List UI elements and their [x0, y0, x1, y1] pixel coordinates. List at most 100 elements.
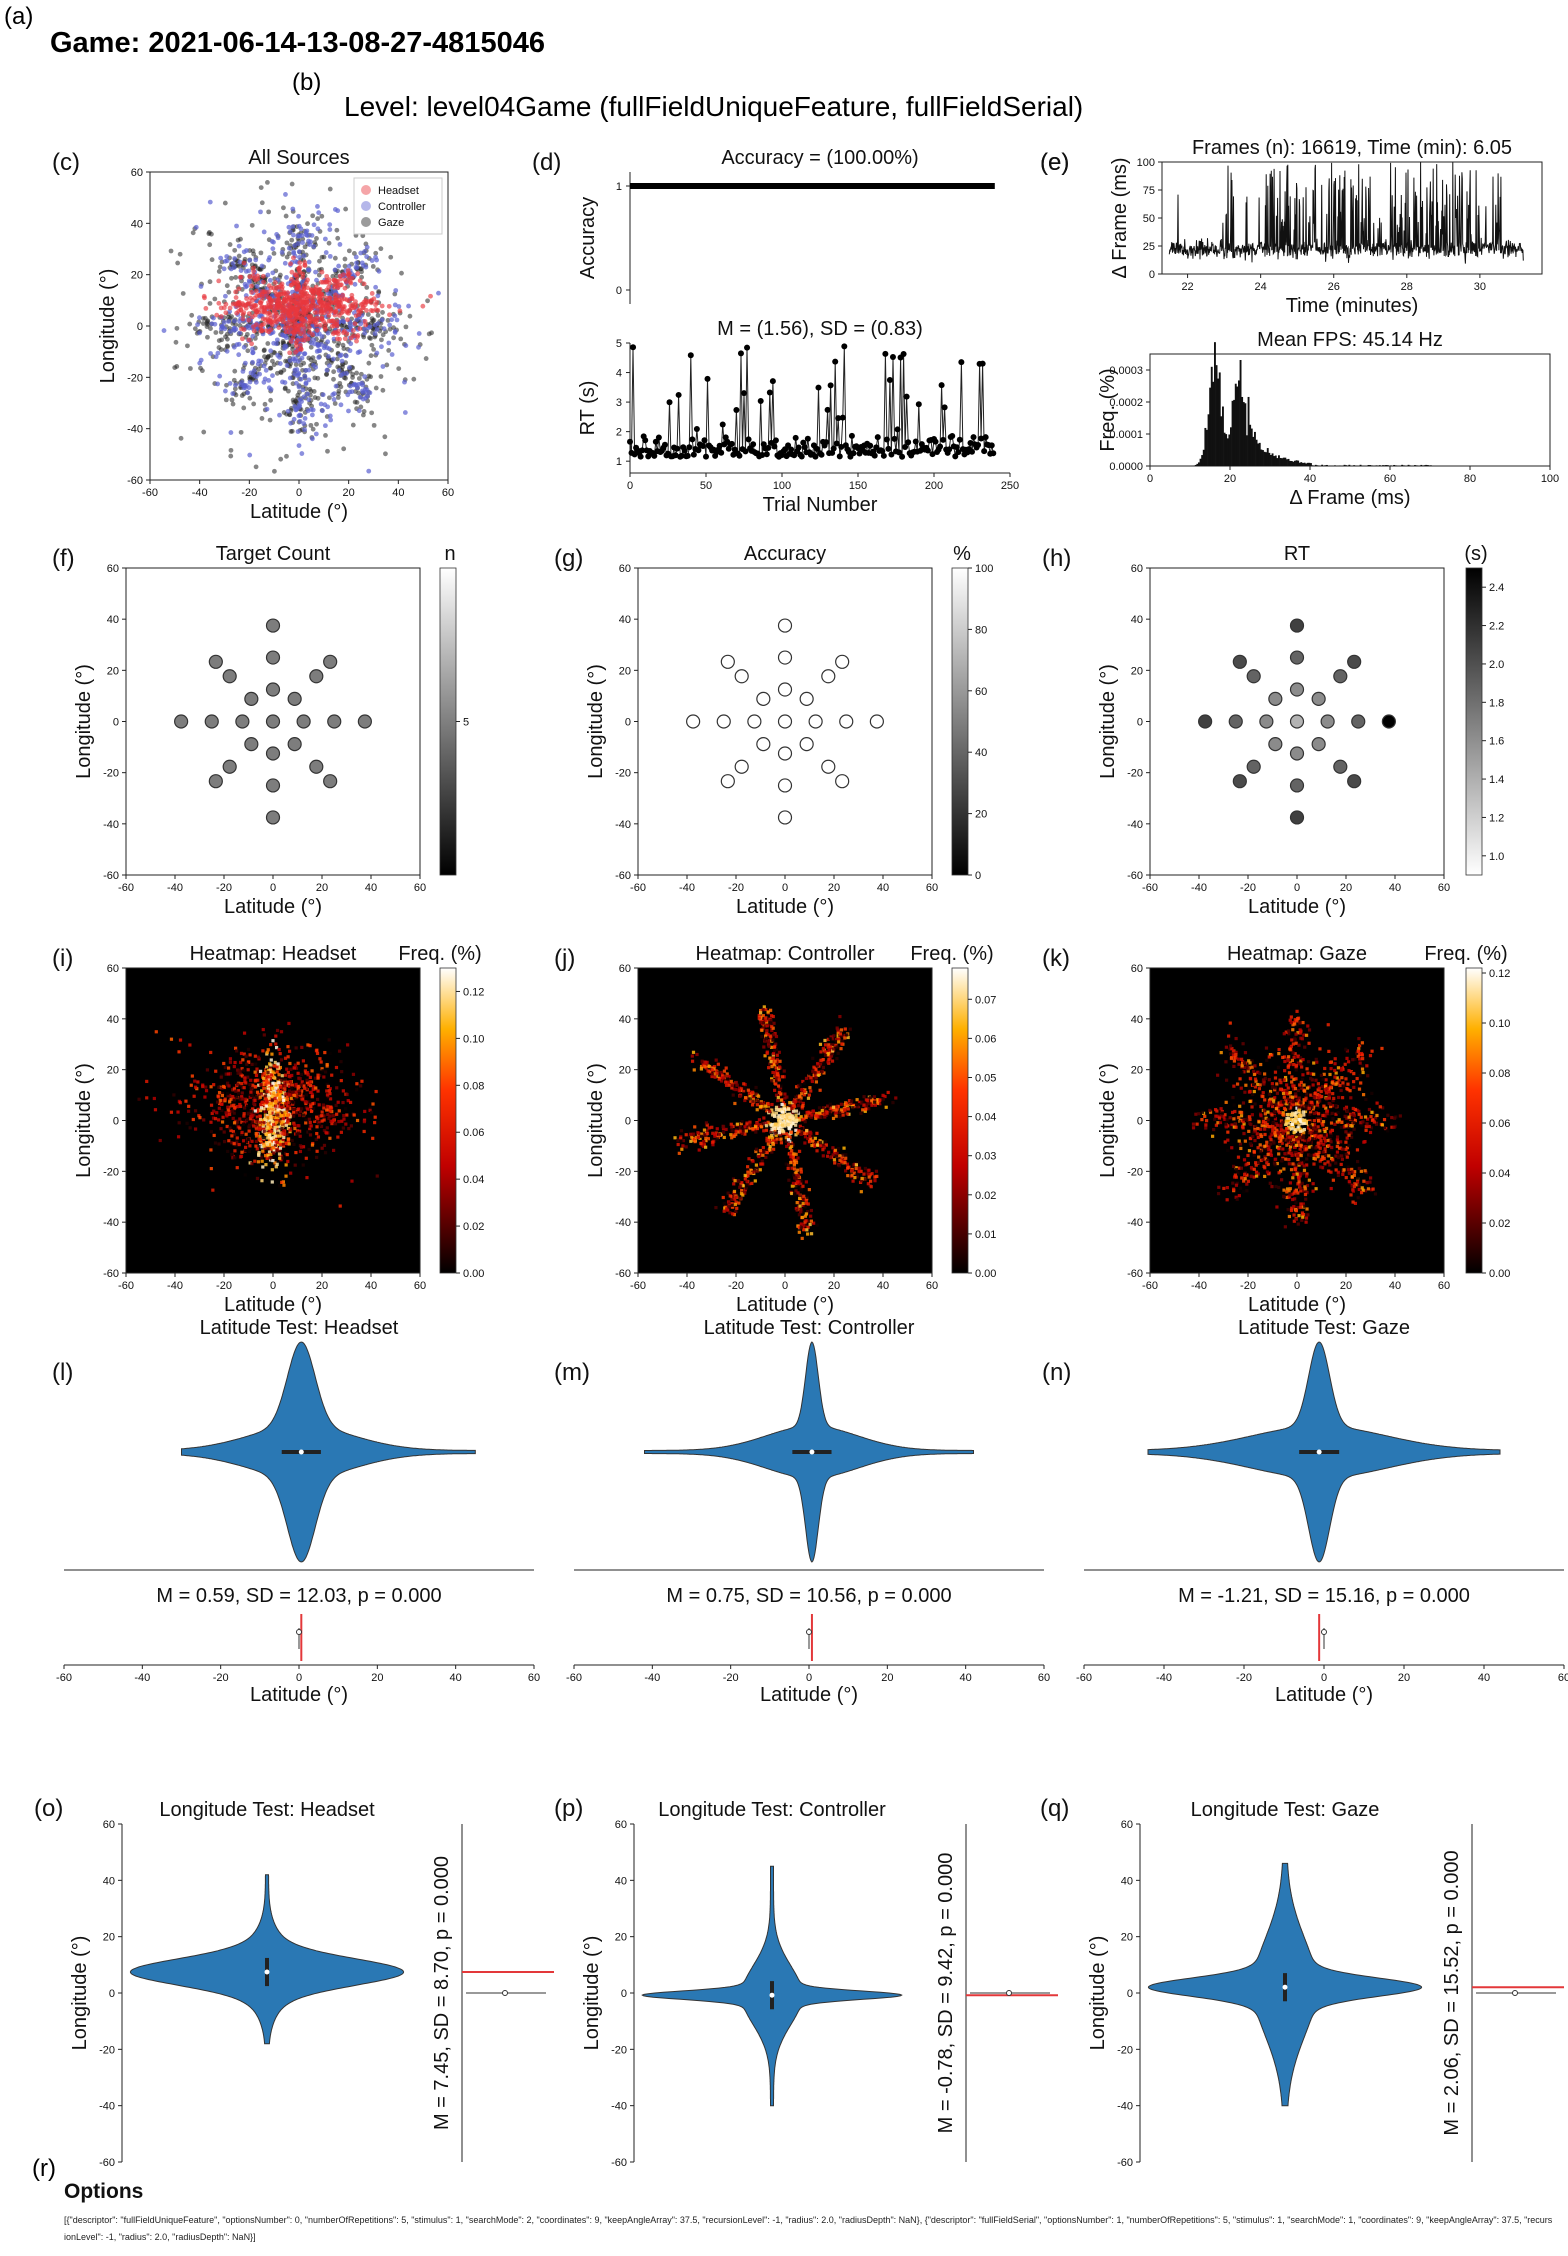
scatter-point: [358, 321, 364, 327]
scatter-point: [354, 370, 359, 376]
scatter-point: [356, 376, 362, 381]
heatmap-cell: [259, 1069, 263, 1073]
scatter-point: [207, 242, 213, 248]
rt-point: [823, 439, 830, 446]
chart-target-accuracy: -60 -40 -20 0 20 40 60-60-40-200204060Accuracy…: [554, 543, 993, 918]
scatter-point: [288, 282, 294, 288]
target-marker: [1246, 669, 1261, 684]
heatmap-cell: [308, 1100, 312, 1104]
heatmap-cell: [230, 1109, 235, 1113]
heatmap-cell: [315, 1048, 319, 1052]
scatter-point: [337, 242, 343, 247]
scatter-point: [203, 305, 209, 311]
heatmap-cell: [276, 1108, 280, 1112]
target-marker: [1198, 714, 1213, 729]
heatmap-cell: [271, 1146, 275, 1150]
heatmap-cell: [300, 1097, 304, 1101]
heatmap-cell: [178, 1101, 182, 1105]
heatmap-cell: [314, 1155, 319, 1159]
scatter-point: [292, 371, 298, 377]
scatter-point: [392, 302, 398, 308]
scatter-point: [250, 248, 256, 254]
scatter-point: [331, 277, 337, 283]
rt-point: [687, 352, 694, 359]
scatter-point: [361, 334, 367, 340]
scatter-point: [261, 348, 267, 354]
scatter-point: [218, 326, 224, 332]
scatter-point: [346, 263, 352, 269]
heatmap-cell: [224, 1111, 228, 1115]
scatter-point: [261, 321, 267, 327]
heatmap-cell: [327, 1038, 331, 1042]
heatmap-cell: [226, 1149, 230, 1154]
scatter-point: [349, 389, 355, 395]
y-tick-label: 40: [131, 218, 143, 230]
heatmap-cell: [277, 1134, 282, 1138]
scatter-point: [260, 316, 266, 322]
heatmap-cell: [242, 1112, 246, 1116]
heatmap-cell: [673, 1136, 677, 1140]
heatmap-cell: [226, 1066, 231, 1070]
scatter-point: [310, 407, 316, 413]
scatter-point: [208, 351, 213, 356]
heatmap-cell: [227, 1084, 231, 1088]
target-marker: [821, 669, 836, 684]
scatter-point: [302, 416, 308, 421]
heatmap-cell: [257, 1153, 261, 1157]
scatter-point: [343, 353, 349, 359]
target-marker: [839, 714, 854, 729]
scatter-point: [379, 317, 385, 323]
heatmap-cell: [239, 1154, 243, 1159]
x-axis-label: Latitude (°): [736, 896, 834, 918]
heatmap-cell: [261, 1049, 265, 1053]
chart-title: RT: [1284, 543, 1310, 565]
scatter-point: [330, 356, 336, 362]
heatmap-cell: [297, 1124, 301, 1128]
heatmap-cell: [219, 1075, 223, 1079]
y-tick-label: -60: [127, 475, 143, 487]
target-marker: [1333, 759, 1348, 774]
heatmap-cell: [894, 1096, 898, 1100]
heatmap-cell: [294, 1150, 298, 1155]
heatmap-cell: [314, 1086, 318, 1090]
heatmap-cell: [237, 1142, 241, 1147]
scatter-point: [353, 254, 359, 260]
heatmap-cell: [296, 1071, 300, 1075]
scatter-point: [337, 336, 342, 342]
headset-points: [201, 255, 433, 356]
target-marker: [1311, 691, 1326, 706]
heatmap-cell: [228, 1057, 233, 1061]
y-tick-label: 0: [113, 1116, 119, 1128]
heatmap-cell: [281, 1142, 286, 1146]
heatmap-cell: [690, 1054, 694, 1058]
scatter-point: [369, 410, 375, 416]
heatmap-cell: [264, 1132, 268, 1136]
heatmap-cell: [245, 1117, 250, 1122]
target-marker: [265, 746, 281, 761]
heatmap-cell: [209, 1120, 213, 1124]
heatmap-cell: [254, 1144, 258, 1148]
scatter-point: [238, 429, 244, 435]
x-tick-label: 22: [1181, 281, 1193, 293]
scatter-point: [276, 296, 282, 302]
heatmap-cell: [285, 1113, 290, 1117]
scatter-point: [428, 293, 433, 299]
heatmap-cell: [851, 1179, 855, 1183]
scatter-point: [396, 366, 402, 372]
heatmap-cell: [273, 1125, 277, 1130]
scatter-point: [314, 348, 320, 354]
scatter-point: [209, 231, 214, 237]
rt-point: [630, 344, 637, 351]
heatmap-cell: [248, 1123, 252, 1127]
scatter-point: [281, 297, 287, 302]
scatter-point: [209, 257, 215, 263]
heatmap-cell: [846, 1107, 850, 1111]
y-tick-label: 0: [113, 717, 119, 729]
heatmap-cell: [248, 1082, 252, 1087]
histogram-bar: [1348, 464, 1351, 466]
heatmap-cell: [265, 1089, 269, 1093]
scatter-point: [271, 362, 277, 368]
target-marker: [1232, 774, 1247, 789]
scatter-point: [247, 379, 253, 385]
scatter-point: [331, 336, 337, 342]
